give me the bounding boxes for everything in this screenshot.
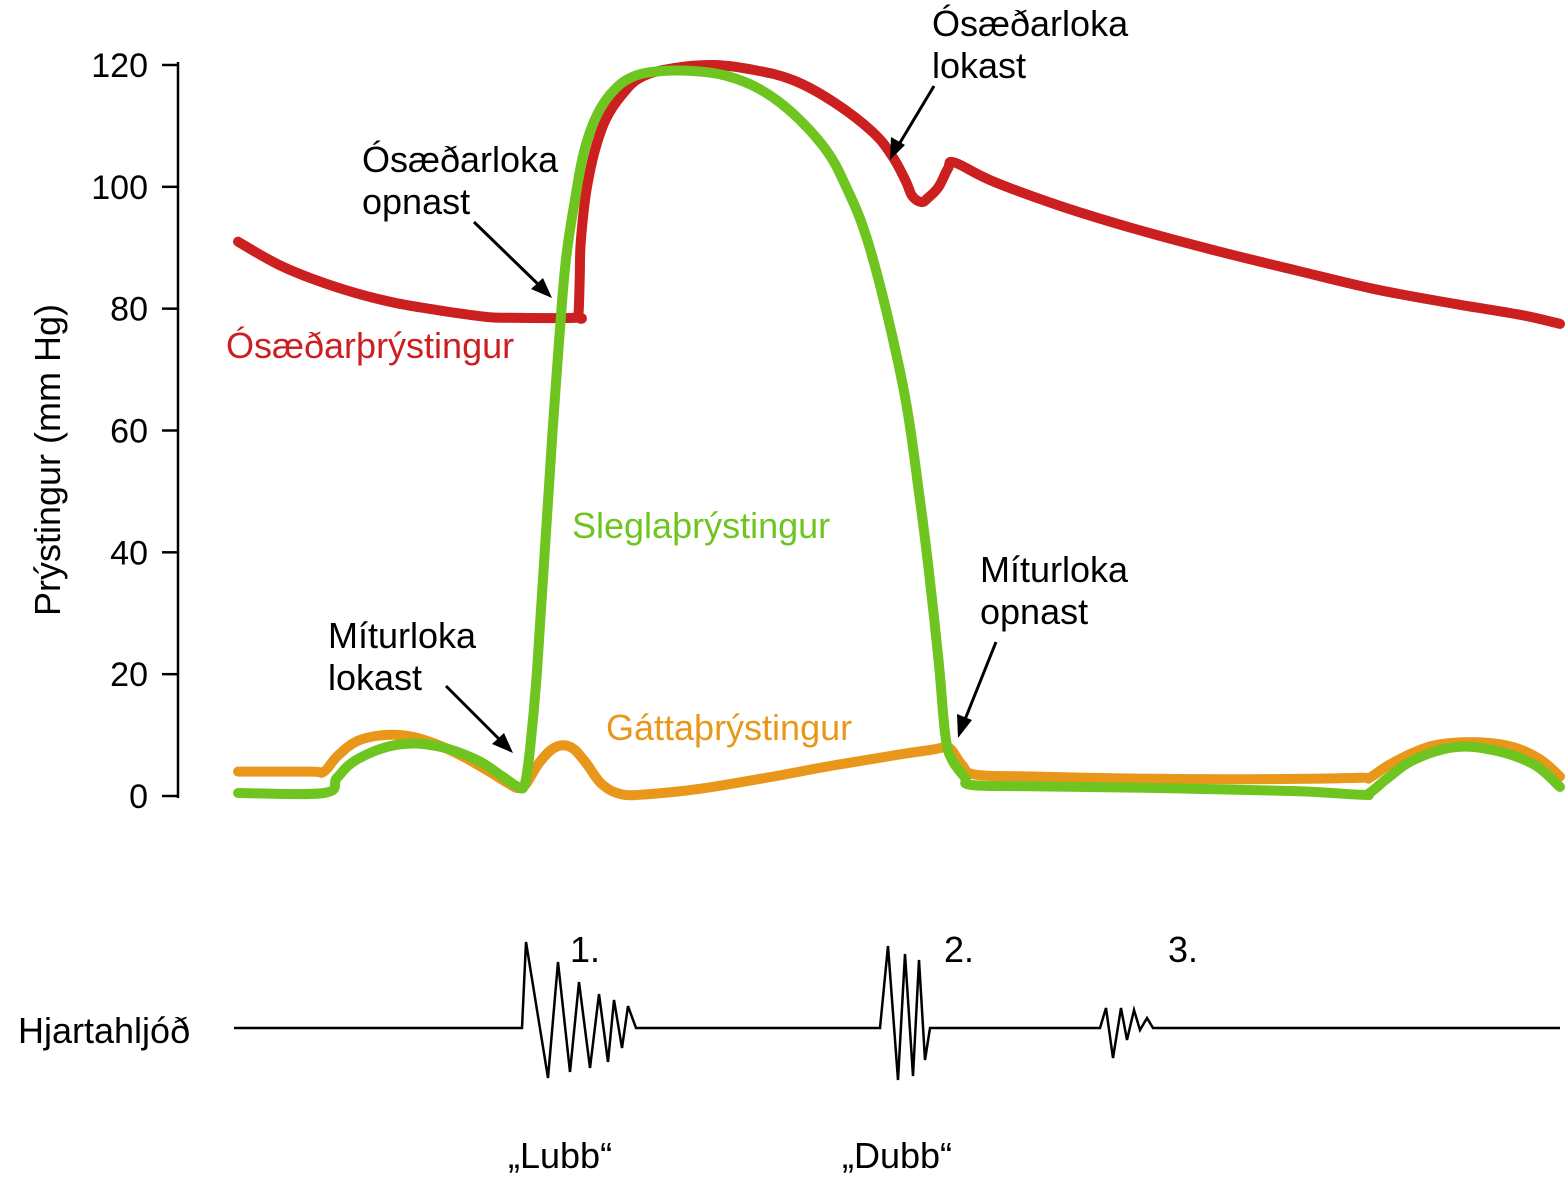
annotation-aortic-close: Ósæðarloka lokast [890,3,1129,160]
annotation-aortic-open: Ósæðarloka opnast [362,139,559,298]
annotation-mitral-open: Míturloka opnast [957,549,1129,738]
annotation-aortic-open-line1: Ósæðarloka [362,139,559,180]
series-label-aortic: Ósæðarþrýstingur [226,325,514,366]
sound-label-dubb: „Dubb“ [842,1135,952,1176]
ventricular-pressure-line [233,65,1565,801]
series-label-atrial: Gáttaþrýstingur [606,707,852,748]
heart-sounds-trace [234,941,1560,1081]
y-tick-label: 40 [110,534,148,572]
annotation-aortic-close-line2: lokast [932,45,1026,86]
y-tick-label: 100 [91,169,148,207]
sound-number-1: 1. [570,929,600,970]
sound-number-2: 2. [944,929,974,970]
annotation-aortic-open-line2: opnast [362,181,470,222]
y-tick-label: 20 [110,656,148,694]
y-tick-label: 0 [129,778,148,816]
heart-sounds: Hjartahljóð 1. 2. 3. „Lubb“ „Dubb“ [18,929,1560,1176]
annotation-aortic-open-arrow [472,220,544,290]
annotation-mitral-open-line1: Míturloka [980,549,1129,590]
aortic-pressure-line [233,59,1565,329]
pressure-curves [233,59,1565,801]
annotation-mitral-open-arrow [962,641,998,723]
annotation-mitral-close: Míturloka lokast [328,615,513,753]
y-tick-label: 80 [110,291,148,329]
annotation-mitral-close-arrowhead [492,733,513,753]
y-ticks: 0 20 40 60 80 100 120 [91,47,178,816]
sound-number-3: 3. [1168,929,1198,970]
annotation-mitral-close-line1: Míturloka [328,615,477,656]
annotation-aortic-close-line1: Ósæðarloka [932,3,1129,44]
series-label-ventricular: Sleglaþrýstingur [572,505,830,546]
annotation-aortic-open-arrowhead [531,278,552,298]
y-tick-label: 60 [110,413,148,451]
heart-sounds-label: Hjartahljóð [18,1010,190,1051]
annotation-mitral-close-line2: lokast [328,657,422,698]
y-axis-title: Prýstingur (mm Hg) [27,304,68,616]
annotation-aortic-close-arrowhead [890,137,905,160]
sound-label-lubb: „Lubb“ [508,1135,612,1176]
y-tick-label: 120 [91,47,148,85]
annotation-mitral-close-arrow [444,684,504,744]
annotation-mitral-open-line2: opnast [980,591,1088,632]
annotation-mitral-open-arrowhead [957,714,972,738]
annotation-aortic-close-arrow [896,85,936,147]
y-axis: 0 20 40 60 80 100 120 Prýstingur (mm Hg) [27,47,180,816]
